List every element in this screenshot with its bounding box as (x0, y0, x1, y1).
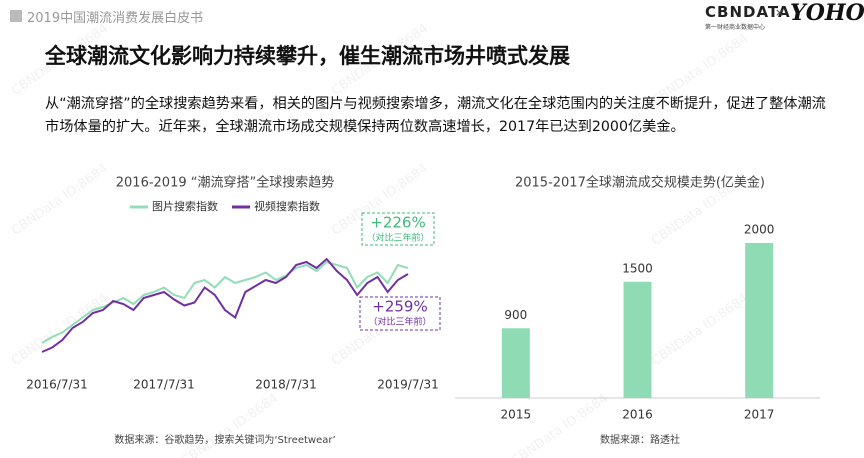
bar (623, 281, 652, 398)
bar (745, 243, 774, 398)
watermark: CBNData ID:8684 (9, 291, 111, 369)
legend-label: 图片搜索指数 (152, 199, 218, 213)
annotation-note: （对比三年前） (368, 316, 431, 328)
source-note: 数据来源：路透社 (600, 433, 680, 446)
annotation-value: +226% (370, 214, 425, 232)
annotation-note: （对比三年前） (366, 232, 429, 244)
line-series (41, 257, 409, 353)
value-label: 900 (504, 308, 527, 322)
times: × (775, 6, 785, 19)
annotation-box (361, 212, 435, 246)
x-tick-label: 2016/7/31 (26, 378, 88, 392)
partner-logo: YOHO! (790, 0, 864, 26)
watermark: CBNData ID:8684 (9, 161, 111, 239)
logo: CBNDATA (705, 3, 791, 21)
x-tick-label: 2019/7/31 (377, 378, 439, 392)
x-tick-label: 2017/7/31 (133, 378, 195, 392)
header-mark (10, 10, 22, 22)
x-tick-label: 2018/7/31 (255, 378, 317, 392)
watermark: CBNData ID:8684 (179, 391, 281, 458)
x-tick-label: 2015 (501, 408, 532, 422)
x-tick-label: 2017 (744, 408, 775, 422)
x-tick-label: 2016 (622, 408, 653, 422)
slide-title: 全球潮流文化影响力持续攀升，催生潮流市场井喷式发展 (45, 44, 570, 68)
legend-label: 视频搜索指数 (254, 199, 320, 213)
watermark: CBNData ID:8684 (649, 31, 751, 109)
annotation-value: +259% (372, 298, 427, 316)
logo-sub: 第一财经商业数据中心 (705, 24, 766, 31)
annotation-box (359, 296, 441, 331)
line-series (41, 260, 409, 344)
watermark: CBNData ID:8684 (9, 21, 111, 99)
watermark: CBNData ID:8684 (649, 291, 751, 369)
value-label: 1500 (622, 261, 653, 275)
watermark: CBNData ID:8684 (509, 391, 611, 458)
source-note: 数据来源：谷歌趋势，搜索关键词为‘Streetwear’ (114, 433, 335, 446)
watermark: CBNData ID:8684 (329, 21, 431, 99)
bar (501, 328, 530, 398)
chart-title: 2016-2019 “潮流穿搭”全球搜索趋势 (116, 175, 334, 191)
chart-title: 2015-2017全球潮流成交规模走势(亿美金) (515, 175, 765, 191)
report-name: 2019中国潮流消费发展白皮书 (27, 11, 204, 26)
paragraph: 从“潮流穿搭”的全球搜索趋势来看，相关的图片与视频搜索增多，潮流文化在全球范围内… (45, 96, 826, 135)
value-label: 2000 (744, 223, 775, 237)
